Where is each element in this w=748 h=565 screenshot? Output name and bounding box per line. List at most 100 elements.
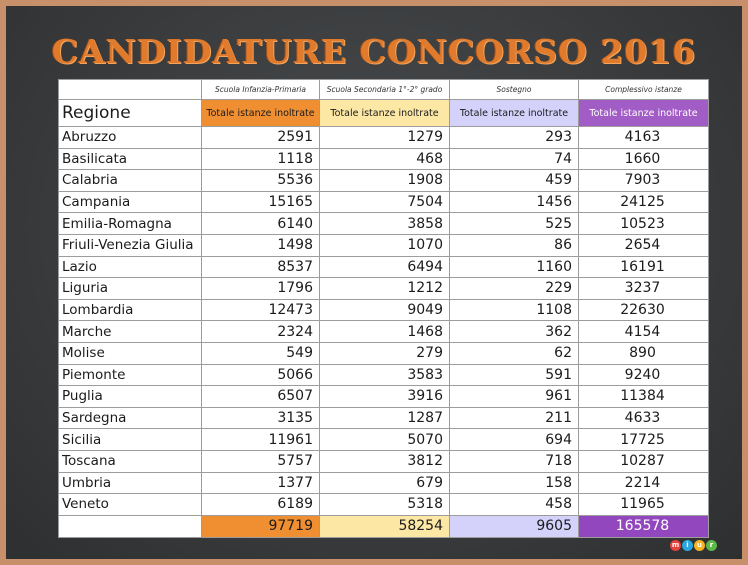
region-cell: Toscana — [58, 449, 202, 473]
value-cell-infanzia: 5536 — [201, 169, 320, 192]
header-group-row: Scuola Infanzia-Primaria Scuola Secondar… — [58, 79, 709, 100]
value-cell-sostegno: 158 — [449, 471, 579, 495]
value-cell-infanzia: 1796 — [201, 277, 320, 300]
value-cell-infanzia: 3135 — [201, 406, 320, 430]
value-cell-secondaria: 1468 — [319, 320, 450, 343]
header-regione: Regione — [58, 99, 202, 127]
region-cell: Emilia-Romagna — [58, 212, 202, 235]
region-cell: Molise — [58, 341, 202, 365]
table-row: Liguria 1796 1212 229 3237 — [58, 277, 709, 300]
value-cell-complessivo: 11384 — [578, 385, 709, 408]
value-cell-complessivo: 7903 — [578, 169, 709, 192]
region-cell: Marche — [58, 320, 202, 343]
table-row: Sardegna 3135 1287 211 4633 — [58, 406, 709, 430]
region-cell: Puglia — [58, 385, 202, 408]
value-cell-sostegno: 1456 — [449, 190, 579, 214]
header-sub-secondaria: Totale istanze inoltrate — [319, 99, 450, 127]
value-cell-infanzia: 549 — [201, 341, 320, 365]
value-cell-secondaria: 6494 — [319, 255, 450, 279]
region-cell: Veneto — [58, 493, 202, 516]
header-empty-cell — [58, 79, 202, 100]
value-cell-infanzia: 1377 — [201, 471, 320, 495]
value-cell-sostegno: 1108 — [449, 298, 579, 322]
value-cell-sostegno: 525 — [449, 212, 579, 235]
region-cell: Lombardia — [58, 298, 202, 322]
header-sub-row: Regione Totale istanze inoltrate Totale … — [58, 99, 709, 127]
value-cell-secondaria: 1279 — [319, 126, 450, 149]
region-cell: Lazio — [58, 255, 202, 279]
logo-letter-m: m — [670, 540, 681, 551]
table-row: Veneto 6189 5318 458 11965 — [58, 493, 709, 516]
value-cell-infanzia: 1118 — [201, 147, 320, 171]
value-cell-infanzia: 5757 — [201, 449, 320, 473]
value-cell-secondaria: 7504 — [319, 190, 450, 214]
region-cell: Liguria — [58, 277, 202, 300]
value-cell-complessivo: 10287 — [578, 449, 709, 473]
value-cell-secondaria: 5070 — [319, 428, 450, 451]
value-cell-secondaria: 468 — [319, 147, 450, 171]
value-cell-complessivo: 24125 — [578, 190, 709, 214]
header-group-complessivo: Complessivo istanze — [578, 79, 709, 100]
table-row: Emilia-Romagna 6140 3858 525 10523 — [58, 212, 709, 235]
value-cell-secondaria: 1287 — [319, 406, 450, 430]
logo-letter-u: u — [694, 540, 705, 551]
miur-logo: m i u r — [670, 540, 717, 551]
total-complessivo: 165578 — [578, 514, 709, 538]
value-cell-infanzia: 15165 — [201, 190, 320, 214]
candidature-table: Scuola Infanzia-Primaria Scuola Secondar… — [58, 79, 709, 538]
value-cell-infanzia: 6140 — [201, 212, 320, 235]
value-cell-infanzia: 2324 — [201, 320, 320, 343]
region-cell: Sicilia — [58, 428, 202, 451]
value-cell-secondaria: 1070 — [319, 233, 450, 257]
logo-letter-i: i — [682, 540, 693, 551]
value-cell-secondaria: 5318 — [319, 493, 450, 516]
header-sub-infanzia: Totale istanze inoltrate — [201, 99, 320, 127]
table-row: Sicilia 11961 5070 694 17725 — [58, 428, 709, 451]
value-cell-sostegno: 362 — [449, 320, 579, 343]
table-row: Calabria 5536 1908 459 7903 — [58, 169, 709, 192]
value-cell-secondaria: 3812 — [319, 449, 450, 473]
header-sub-sostegno: Totale istanze inoltrate — [449, 99, 579, 127]
value-cell-complessivo: 4163 — [578, 126, 709, 149]
value-cell-complessivo: 10523 — [578, 212, 709, 235]
table-row: Lombardia 12473 9049 1108 22630 — [58, 298, 709, 322]
region-cell: Piemonte — [58, 363, 202, 387]
value-cell-complessivo: 4154 — [578, 320, 709, 343]
table-row: Umbria 1377 679 158 2214 — [58, 471, 709, 495]
value-cell-sostegno: 961 — [449, 385, 579, 408]
value-cell-sostegno: 86 — [449, 233, 579, 257]
totals-row: 97719 58254 9605 165578 — [58, 514, 709, 538]
value-cell-sostegno: 458 — [449, 493, 579, 516]
value-cell-sostegno: 718 — [449, 449, 579, 473]
region-cell: Umbria — [58, 471, 202, 495]
total-infanzia: 97719 — [201, 514, 320, 538]
header-group-secondaria: Scuola Secondaria 1°-2° grado — [319, 79, 450, 100]
header-sub-complessivo: Totale istanze inoltrate — [578, 99, 709, 127]
value-cell-complessivo: 9240 — [578, 363, 709, 387]
region-cell: Calabria — [58, 169, 202, 192]
value-cell-infanzia: 11961 — [201, 428, 320, 451]
totals-label-cell — [58, 514, 202, 538]
value-cell-infanzia: 12473 — [201, 298, 320, 322]
table-row: Abruzzo 2591 1279 293 4163 — [58, 126, 709, 149]
header-group-infanzia: Scuola Infanzia-Primaria — [201, 79, 320, 100]
value-cell-secondaria: 9049 — [319, 298, 450, 322]
value-cell-sostegno: 62 — [449, 341, 579, 365]
value-cell-complessivo: 2214 — [578, 471, 709, 495]
table-row: Friuli-Venezia Giulia 1498 1070 86 2654 — [58, 233, 709, 257]
region-cell: Friuli-Venezia Giulia — [58, 233, 202, 257]
value-cell-sostegno: 293 — [449, 126, 579, 149]
value-cell-sostegno: 229 — [449, 277, 579, 300]
value-cell-sostegno: 459 — [449, 169, 579, 192]
value-cell-secondaria: 1212 — [319, 277, 450, 300]
table-row: Basilicata 1118 468 74 1660 — [58, 147, 709, 171]
value-cell-secondaria: 679 — [319, 471, 450, 495]
region-cell: Campania — [58, 190, 202, 214]
region-cell: Sardegna — [58, 406, 202, 430]
chalkboard: CANDIDATURE CONCORSO 2016 Scuola Infanzi… — [6, 6, 742, 559]
table-row: Piemonte 5066 3583 591 9240 — [58, 363, 709, 387]
table-row: Toscana 5757 3812 718 10287 — [58, 449, 709, 473]
table-row: Marche 2324 1468 362 4154 — [58, 320, 709, 343]
value-cell-secondaria: 3583 — [319, 363, 450, 387]
header-group-sostegno: Sostegno — [449, 79, 579, 100]
